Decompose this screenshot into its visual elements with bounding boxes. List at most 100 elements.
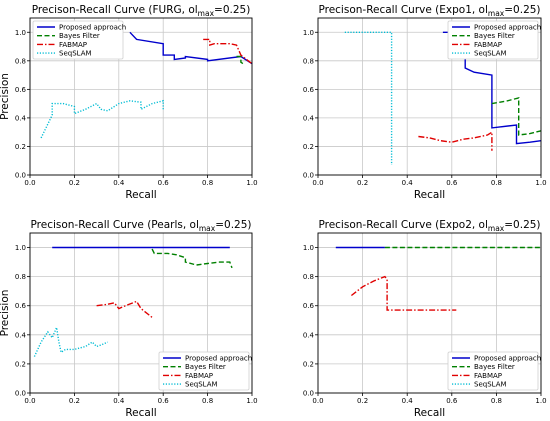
x-tick-label: 0.2 [69,179,80,187]
x-tick-label: 0.6 [446,179,458,187]
y-tick-label: 0.0 [15,390,26,398]
x-tick-label: 0.6 [158,179,170,187]
y-tick-label: 0.0 [303,390,314,398]
chart-title-subscript: max [488,224,505,233]
x-tick-label: 0.8 [491,397,502,405]
series-line-seqslam [344,31,393,165]
y-tick-label: 0.6 [303,302,315,310]
chart-title-suffix: =0.25) [215,219,251,231]
series-line-seqslam [40,99,164,139]
legend-label: Proposed approach [474,355,541,363]
y-tick-label: 1.0 [303,244,314,252]
y-tick-label: 0.4 [303,114,315,122]
legend-box [447,20,539,60]
y-tick-label: 0.8 [303,273,314,281]
chart-title: Precison-Recall Curve (Expo1, olmax=0.25… [318,4,540,18]
legend-label: Proposed approach [474,24,541,32]
legend-label: Proposed approach [59,24,126,32]
chart-title-subscript: max [488,9,505,18]
x-tick-label: 0.0 [312,179,323,187]
x-axis-label: Recall [414,189,445,201]
chart-title-suffix: =0.25) [214,4,250,16]
legend-label: FABMAP [185,372,213,380]
x-tick-label: 0.6 [446,397,458,405]
y-tick-label: 0.4 [15,114,27,122]
plot-frame [317,232,542,394]
series-line-fabmap [418,130,493,151]
y-tick-label: 0.2 [303,143,314,151]
chart-panel-4: 0.0 0.2 0.4 0.6 0.8 1.0 0.0 0.2 0.4 0.6 0.8 1.0 Prec… [303,219,547,419]
chart-title-main: Precison-Recall Curve (Expo2, ol [318,219,487,231]
legend-label: SeqSLAM [185,381,218,389]
y-tick-label: 0.0 [303,172,314,180]
x-tick-label: 1.0 [535,179,546,187]
series-line-bayes-filter [236,55,244,65]
x-tick-label: 0.2 [69,397,80,405]
x-axis-label: Recall [125,189,156,201]
y-tick-label: 0.0 [15,172,26,180]
series-line-fabmap [203,38,253,65]
legend-label: Proposed approach [185,355,252,363]
y-axis-label: Precision [0,290,11,337]
y-tick-label: 1.0 [303,29,314,37]
legend-label: Bayes Filter [185,363,226,371]
legend-label: Bayes Filter [59,32,100,40]
y-tick-label: 1.0 [15,244,26,252]
series-line-seqslam [33,325,108,357]
x-tick-label: 0.4 [113,179,125,187]
chart-title-main: Precison-Recall Curve (FURG, ol [32,4,198,16]
x-tick-label: 0.8 [202,179,213,187]
legend-box [447,351,539,391]
chart-title-subscript: max [198,9,215,18]
chart-title-main: Precison-Recall Curve (Expo1, ol [318,4,487,16]
chart-panel-1: 0.0 0.2 0.4 0.6 0.8 1.0 0.0 0.2 0.4 0.6 0.8 1.0 Prec… [0,4,258,201]
legend-label: FABMAP [474,41,502,49]
y-tick-label: 0.6 [15,302,27,310]
x-axis-label: Recall [125,407,156,419]
chart-title: Precison-Recall Curve (Pearls, olmax=0.2… [31,219,252,233]
legend-label: SeqSLAM [474,381,507,389]
series-line-fabmap [96,300,153,318]
x-axis-label: Recall [414,407,445,419]
x-tick-label: 0.0 [312,397,323,405]
legend-label: Bayes Filter [474,32,515,40]
plot-frame [29,232,253,394]
chart-panel-3: 0.0 0.2 0.4 0.6 0.8 1.0 0.0 0.2 0.4 0.6 0.8 1.0 Prec… [0,219,258,419]
x-tick-label: 0.0 [24,179,35,187]
chart-panel-2: 0.0 0.2 0.4 0.6 0.8 1.0 0.0 0.2 0.4 0.6 0.8 1.0 Prec… [303,4,547,201]
x-tick-label: 0.6 [158,397,170,405]
plot-frame [29,17,253,176]
y-tick-label: 0.4 [15,331,27,339]
legend-label: SeqSLAM [474,50,507,58]
series-line-proposed-approach [129,31,253,65]
y-tick-label: 0.6 [15,86,27,94]
x-tick-label: 0.0 [24,397,35,405]
x-tick-label: 0.8 [491,179,502,187]
series-line-bayes-filter [491,96,542,136]
legend-label: FABMAP [474,372,502,380]
chart-title-suffix: =0.25) [504,219,540,231]
x-tick-label: 0.2 [357,179,368,187]
legend-box [158,351,250,391]
x-tick-label: 1.0 [246,397,257,405]
y-tick-label: 1.0 [15,29,26,37]
legend-label: Bayes Filter [474,363,515,371]
x-tick-label: 0.2 [357,397,368,405]
chart-title: Precison-Recall Curve (Expo2, olmax=0.25… [318,219,540,233]
legend-label: FABMAP [59,41,87,49]
y-axis-label: Precision [0,73,11,120]
y-tick-label: 0.2 [15,360,26,368]
chart-title-suffix: =0.25) [504,4,540,16]
y-tick-label: 0.6 [303,86,315,94]
x-tick-label: 0.4 [402,179,414,187]
legend-label: SeqSLAM [59,50,92,58]
x-tick-label: 0.4 [402,397,414,405]
chart-title-subscript: max [199,224,216,233]
x-tick-label: 1.0 [246,179,257,187]
y-tick-label: 0.8 [15,57,26,65]
chart-title-main: Precison-Recall Curve (Pearls, ol [31,219,199,231]
x-tick-label: 0.4 [113,397,125,405]
x-tick-label: 0.8 [202,397,213,405]
y-tick-label: 0.8 [15,273,26,281]
